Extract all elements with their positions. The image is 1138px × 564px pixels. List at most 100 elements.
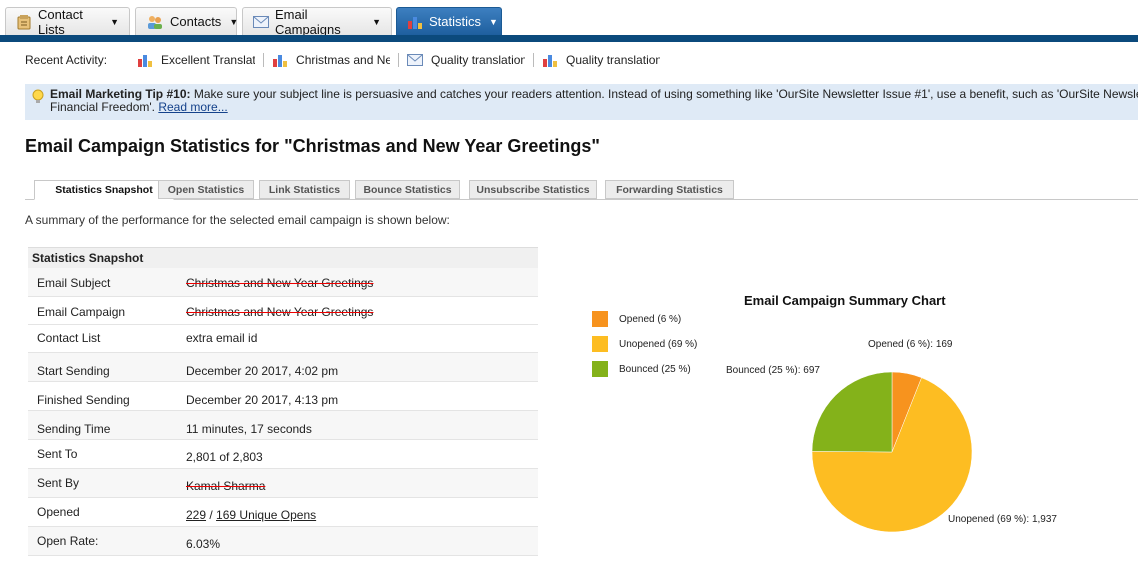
tip-heading: Email Marketing Tip #10: bbox=[50, 88, 191, 101]
row-value: December 20 2017, 4:13 pm bbox=[186, 393, 339, 407]
unique-opens-link[interactable]: 169 Unique Opens bbox=[216, 508, 317, 522]
divider bbox=[263, 53, 265, 67]
legend-item: Unopened (69 %) bbox=[592, 336, 697, 352]
recent-activity-text: Quality translation : bbox=[566, 53, 661, 67]
recent-activity-text: Christmas and New bbox=[296, 53, 391, 67]
table-row: Finished Sending December 20 2017, 4:13 … bbox=[28, 382, 538, 411]
statistics-snapshot-table: Statistics Snapshot Email Subject Christ… bbox=[28, 247, 538, 556]
pie-slice-unopened bbox=[811, 377, 973, 533]
table-row: Email Subject Christmas and New Year Gre… bbox=[28, 268, 538, 297]
recent-activity-text: Excellent Translatio bbox=[161, 53, 256, 67]
contacts-icon bbox=[146, 14, 164, 30]
pie-slice-bounced bbox=[811, 371, 893, 453]
tab-label: Statistics bbox=[429, 14, 482, 29]
tab-unsubscribe-statistics[interactable]: Unsubscribe Statistics bbox=[469, 180, 597, 199]
table-row: Email Campaign Christmas and New Year Gr… bbox=[28, 297, 538, 325]
tab-label: Email Campaigns bbox=[275, 6, 341, 37]
bar-chart-icon bbox=[407, 14, 423, 30]
chevron-down-icon: ▼ bbox=[372, 16, 381, 27]
envelope-icon bbox=[253, 14, 269, 30]
tab-open-statistics[interactable]: Open Statistics bbox=[158, 180, 254, 199]
table-row: Open Rate: 6.03% bbox=[28, 527, 538, 556]
read-more-link[interactable]: Read more... bbox=[158, 100, 228, 114]
tab-label: Contacts bbox=[170, 14, 222, 29]
contact-lists-icon bbox=[16, 14, 32, 30]
row-key: Sent By bbox=[37, 476, 80, 490]
bar-chart-icon bbox=[137, 52, 155, 68]
slice-label-unopened: Unopened (69 %): 1,937 bbox=[948, 514, 1057, 525]
recent-activity-text: Quality translation : bbox=[431, 53, 526, 67]
tab-link-statistics[interactable]: Link Statistics bbox=[259, 180, 350, 199]
recent-activity-item[interactable]: Quality translation : bbox=[407, 52, 525, 68]
nav-bar-strip bbox=[0, 35, 1138, 42]
divider bbox=[398, 53, 400, 67]
tab-contacts[interactable]: Contacts ▼ bbox=[135, 7, 239, 35]
row-value: December 20 2017, 4:02 pm bbox=[186, 364, 339, 378]
row-value: 2,801 of 2,803 bbox=[186, 450, 263, 464]
row-key: Sending Time bbox=[37, 422, 111, 436]
tip-line-1: Email Marketing Tip #10: Make sure your … bbox=[50, 88, 1138, 101]
tab-bounce-statistics[interactable]: Bounce Statistics bbox=[355, 180, 460, 199]
legend-label: Unopened (69 %) bbox=[619, 338, 698, 350]
tab-statistics[interactable]: Statistics ▼ bbox=[396, 7, 502, 35]
marketing-tip-banner: Email Marketing Tip #10: Make sure your … bbox=[25, 84, 1138, 120]
row-key: Email Campaign bbox=[37, 305, 126, 319]
tab-label: Contact Lists bbox=[38, 6, 83, 37]
row-value: extra email id bbox=[186, 331, 258, 345]
legend-swatch bbox=[592, 361, 608, 377]
recent-activity-item[interactable]: Christmas and New bbox=[272, 52, 390, 68]
opens-link[interactable]: 229 bbox=[186, 508, 207, 522]
legend-swatch bbox=[592, 336, 608, 352]
chevron-down-icon: ▼ bbox=[110, 16, 119, 27]
table-row: Opened 229 / 169 Unique Opens bbox=[28, 498, 538, 527]
tip-line-2: Financial Freedom'. Read more... bbox=[50, 101, 1138, 114]
chevron-down-icon: ▼ bbox=[489, 16, 498, 27]
recent-activity-label: Recent Activity: bbox=[25, 53, 108, 67]
row-value: 11 minutes, 17 seconds bbox=[186, 422, 312, 436]
recent-activity: Recent Activity: Excellent Translatio Ch… bbox=[25, 51, 668, 69]
table-row: Contact List extra email id bbox=[28, 325, 538, 353]
chevron-down-icon: ▼ bbox=[229, 16, 239, 27]
legend-label: Opened (6 %) bbox=[619, 313, 682, 325]
legend-label: Bounced (25 %) bbox=[619, 363, 691, 375]
row-key: Finished Sending bbox=[37, 393, 130, 407]
row-value: Christmas and New Year Greetings bbox=[186, 305, 374, 319]
tab-underline bbox=[25, 199, 1138, 200]
tab-email-campaigns[interactable]: Email Campaigns ▼ bbox=[242, 6, 392, 37]
table-row: Sent By Kamal Sharma bbox=[28, 469, 538, 498]
summary-text: A summary of the performance for the sel… bbox=[25, 213, 450, 227]
row-key: Open Rate: bbox=[37, 534, 99, 548]
tip-body: Make sure your subject line is persuasiv… bbox=[190, 88, 1138, 101]
top-navigation: Contact Lists ▼ Contacts ▼ Email Campaig… bbox=[0, 0, 1138, 42]
slice-label-bounced: Bounced (25 %): 697 bbox=[726, 365, 820, 376]
table-row: Sent To 2,801 of 2,803 bbox=[28, 440, 538, 469]
table-row: Sending Time 11 minutes, 17 seconds bbox=[28, 411, 538, 440]
table-row: Start Sending December 20 2017, 4:02 pm bbox=[28, 353, 538, 382]
statistics-tabs: Statistics Snapshot Open Statistics Link… bbox=[25, 180, 1138, 200]
divider bbox=[533, 53, 535, 67]
tip-body-continued: Financial Freedom'. bbox=[50, 100, 159, 114]
recent-activity-item[interactable]: Quality translation : bbox=[542, 52, 660, 68]
legend-swatch bbox=[592, 311, 608, 327]
legend-item: Opened (6 %) bbox=[592, 311, 681, 327]
envelope-icon bbox=[407, 52, 425, 68]
tab-forwarding-statistics[interactable]: Forwarding Statistics bbox=[605, 180, 734, 199]
row-key: Contact List bbox=[37, 331, 101, 345]
row-key: Sent To bbox=[37, 447, 78, 461]
table-header: Statistics Snapshot bbox=[28, 247, 538, 268]
recent-activity-item[interactable]: Excellent Translatio bbox=[137, 52, 255, 68]
chart-title: Email Campaign Summary Chart bbox=[744, 293, 946, 308]
tab-contact-lists[interactable]: Contact Lists ▼ bbox=[5, 6, 130, 37]
tab-statistics-snapshot[interactable]: Statistics Snapshot bbox=[34, 180, 174, 200]
bar-chart-icon bbox=[272, 52, 290, 68]
row-value: 229 / 169 Unique Opens bbox=[186, 508, 316, 522]
slice-label-opened: Opened (6 %): 169 bbox=[868, 339, 953, 350]
pie-chart bbox=[811, 371, 973, 533]
row-key: Start Sending bbox=[37, 364, 110, 378]
legend-item: Bounced (25 %) bbox=[592, 361, 691, 377]
opens-separator: / bbox=[206, 508, 217, 522]
bar-chart-icon bbox=[542, 52, 560, 68]
row-value: Kamal Sharma bbox=[186, 479, 266, 493]
row-value: Christmas and New Year Greetings bbox=[186, 276, 374, 290]
row-key: Email Subject bbox=[37, 276, 111, 290]
